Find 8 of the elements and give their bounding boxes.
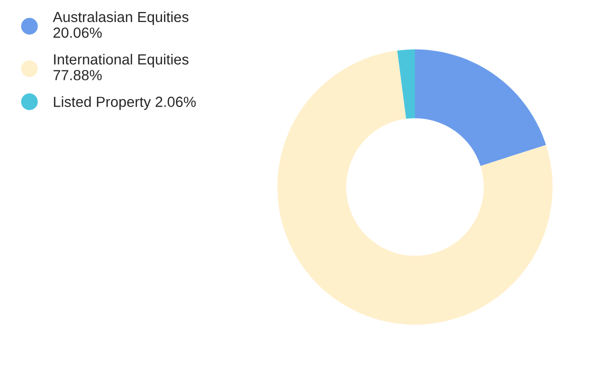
legend-label: Listed Property 2.06%	[54, 96, 196, 110]
data-label: 20.06%	[54, 28, 102, 38]
legend-label: International Equities	[54, 54, 188, 68]
legend-label: Australasian Equities	[52, 11, 188, 26]
data-label: 77.88%	[54, 70, 102, 80]
donut-slice	[397, 49, 415, 119]
donut-slice	[415, 49, 546, 166]
donut-slice	[277, 50, 553, 325]
